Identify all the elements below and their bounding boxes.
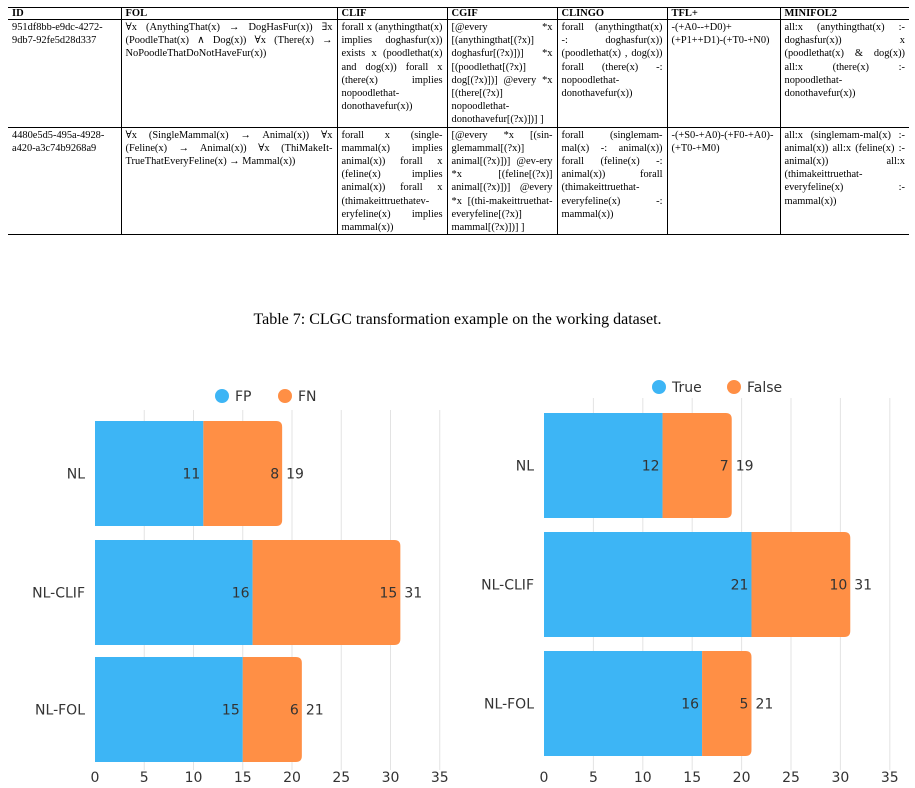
total-label: 31 [404, 586, 422, 602]
x-tick-label: 35 [881, 770, 899, 786]
table-cell: forall x (anythingthat(x) implies doghas… [336, 19, 447, 128]
table-caption: Table 7: CLGC transformation example on … [253, 311, 662, 328]
value-label: 16 [232, 586, 250, 602]
category-label: NL-CLIF [32, 586, 85, 602]
value-label: 11 [183, 467, 201, 483]
value-label: 15 [222, 703, 240, 719]
value-label: 7 [720, 459, 729, 475]
column-header: CLINGO [556, 7, 667, 20]
legend-marker [215, 389, 229, 403]
legend-marker [278, 389, 292, 403]
table-cell: [@every *x [(anythingthat[(?x)] doghasfu… [446, 19, 557, 128]
x-tick-label: 5 [589, 770, 598, 786]
legend-label: FP [235, 389, 252, 405]
x-tick-label: 25 [332, 770, 350, 786]
table-cell: [@every *x [(sin-glemammal[(?x)] animal[… [446, 127, 557, 236]
table-cell: 4480e5d5-495a-4928-a420-a3c74b9268a9 [8, 127, 121, 236]
bar-segment [751, 532, 851, 637]
legend-label: False [747, 380, 782, 396]
value-label: 21 [731, 578, 749, 594]
transformation-table: ID FOL CLIF CGIF CLINGO TFL+ MINIFOL2 951df8bb… [8, 7, 909, 236]
total-label: 21 [755, 697, 773, 713]
total-label: 31 [854, 578, 872, 594]
x-tick-label: 30 [831, 770, 849, 786]
category-label: NL [516, 459, 534, 475]
column-header: CLIF [336, 7, 447, 20]
bar-segment [544, 651, 703, 756]
fp-fn-bar-chart: FP FN NL 11 8 19 NL-CLIF 16 15 31 NL-FOL 15 6 21 0 5 10 1… [32, 389, 449, 786]
value-label: 8 [270, 467, 279, 483]
bar-segment [252, 540, 401, 645]
x-tick-label: 35 [431, 770, 449, 786]
bar-segment [544, 532, 752, 637]
total-label: 19 [736, 459, 754, 475]
category-label: NL-CLIF [481, 578, 534, 594]
column-header: CGIF [446, 7, 557, 20]
bar-segment [544, 413, 663, 518]
bar-segment [95, 657, 243, 762]
column-header: ID [8, 7, 121, 20]
value-label: 12 [642, 459, 660, 475]
bar-segment [95, 540, 253, 645]
table-cell: forall (anythingthat(x) -: doghasfur(x))… [556, 19, 667, 128]
bar-segment [95, 421, 204, 526]
x-tick-label: 30 [382, 770, 400, 786]
value-label: 10 [829, 578, 847, 594]
bar-segment [203, 421, 283, 526]
table-cell: -(+S0-+A0)-(+F0-+A0)-(+T0-+M0) [666, 127, 780, 236]
x-tick-label: 5 [140, 770, 149, 786]
column-header: MINIFOL2 [779, 7, 909, 20]
category-label: NL-FOL [35, 703, 85, 719]
x-tick-label: 15 [683, 770, 701, 786]
x-tick-label: 0 [91, 770, 100, 786]
table-cell: ∀x (AnythingThat(x) → DogHasFur(x)) ∃x (… [120, 19, 337, 128]
column-header: FOL [120, 7, 337, 20]
table-row: 4480e5d5-495a-4928-a420-a3c74b9268a9 ∀x (… [8, 127, 909, 236]
legend-marker [727, 380, 741, 394]
value-label: 6 [290, 703, 299, 719]
table-cell: all:x (singlemam-mal(x) :- animal(x)) al… [779, 127, 909, 236]
x-tick-label: 20 [733, 770, 751, 786]
x-tick-label: 25 [782, 770, 800, 786]
x-tick-label: 10 [634, 770, 652, 786]
table-cell: -(+A0--+D0)+(+P1++D1)-(+T0-+N0) [666, 19, 780, 128]
x-tick-label: 10 [185, 770, 203, 786]
legend-marker [652, 380, 666, 394]
table-cell: all:x (anythingthat(x) :- doghasfur(x)) … [779, 19, 909, 128]
x-tick-label: 15 [234, 770, 252, 786]
legend-label: FN [298, 389, 317, 405]
bar-segment [702, 651, 752, 756]
x-tick-label: 20 [283, 770, 301, 786]
total-label: 19 [286, 467, 304, 483]
total-label: 21 [306, 703, 324, 719]
table-cell: ∀x (SingleMammal(x) → Animal(x)) ∀x (Fel… [120, 127, 337, 236]
table-row: 951df8bb-e9dc-4272-9db7-92fe5d28d337 ∀x (… [8, 19, 909, 128]
bar-segment [242, 657, 302, 762]
table-cell: forall (singlemam-mal(x) -: animal(x)) f… [556, 127, 667, 236]
column-header: TFL+ [666, 7, 780, 20]
value-label: 16 [681, 697, 699, 713]
x-tick-label: 0 [540, 770, 549, 786]
table-cell: 951df8bb-e9dc-4272-9db7-92fe5d28d337 [8, 19, 121, 128]
category-label: NL [67, 467, 85, 483]
true-false-bar-chart: True False NL 12 7 19 NL-CLIF 21 10 31 NL-FOL 16 5 21… [481, 380, 899, 786]
value-label: 5 [740, 697, 749, 713]
table-header-row: ID FOL CLIF CGIF CLINGO TFL+ MINIFOL2 [8, 7, 909, 20]
bar-segment [662, 413, 732, 518]
value-label: 15 [380, 586, 398, 602]
legend-label: True [671, 380, 702, 396]
table-cell: forall x (single-mammal(x) implies anima… [336, 127, 447, 236]
category-label: NL-FOL [484, 697, 534, 713]
table-body: 951df8bb-e9dc-4272-9db7-92fe5d28d337 ∀x (… [8, 19, 909, 236]
